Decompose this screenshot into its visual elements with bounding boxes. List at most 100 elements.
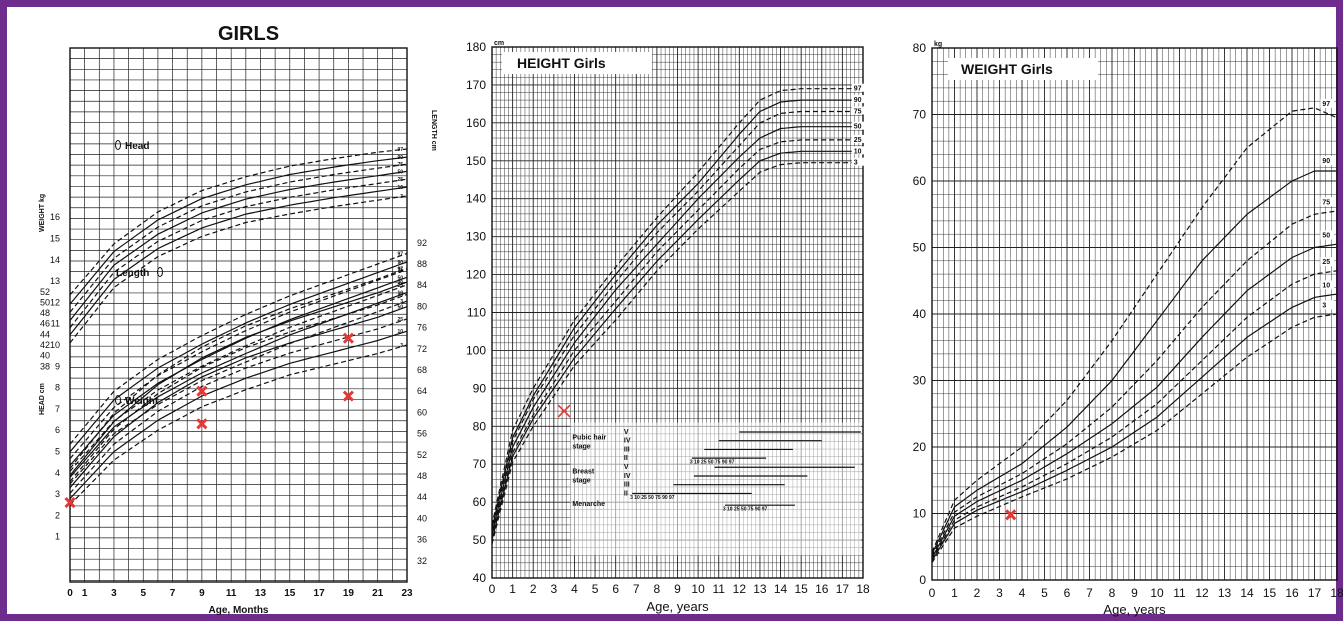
y-tick-label: 80: [913, 41, 927, 55]
head-centile-90: [69, 156, 408, 305]
x-tick-label: 6: [1064, 586, 1071, 600]
length-centile-10: [69, 291, 408, 478]
centile-label: 50: [854, 124, 862, 131]
x-tick-label: 2: [974, 586, 981, 600]
y-tick-label: 100: [466, 343, 486, 357]
y-tick-label: 60: [913, 174, 927, 188]
label-backdrop: [851, 83, 866, 92]
x-tick-label: 23: [401, 588, 413, 599]
weight-scale-tick: 12: [50, 297, 60, 307]
centile-label: 90: [397, 155, 403, 161]
marker-stroke: [342, 390, 354, 402]
y-tick-label: 170: [466, 78, 486, 92]
x-tick-label: 16: [815, 582, 829, 596]
x-tick-label: 8: [654, 582, 661, 596]
chart-title: WEIGHT Girls: [961, 61, 1053, 77]
x-tick-label: 7: [1086, 586, 1093, 600]
centile-label: 97: [397, 266, 403, 272]
table-backdrop: [570, 422, 861, 556]
stage-table: Pubic hairstageBreaststageMenarcheVIVIII…: [570, 422, 861, 556]
y-tick-label: 180: [466, 40, 486, 54]
head-scale-tick: 50: [40, 297, 50, 307]
data-marker: [64, 497, 76, 509]
height-centile-50: [491, 126, 859, 535]
x-tick-label: 9: [199, 588, 205, 599]
length-centile-90: [69, 261, 408, 453]
centile-label: 75: [1322, 199, 1330, 206]
centile-label: 97: [397, 147, 403, 153]
centile-marker-icon: [115, 140, 121, 150]
x-tick-label: 0: [929, 586, 936, 600]
x-tick-label: 3: [111, 588, 117, 599]
weight-curves: 97 90 75 50 25 10 3: [69, 266, 408, 506]
length-scale-tick: 84: [417, 280, 427, 290]
x-tick-label: 5: [592, 582, 599, 596]
centile-label: 90: [397, 280, 403, 286]
weight-centile-97: [931, 107, 1338, 553]
y-tick-label: 150: [466, 154, 486, 168]
centile-label: 25: [397, 317, 403, 323]
stage-numeral: IV: [624, 438, 631, 445]
centile-label: 75: [854, 108, 862, 115]
length-centile-97: [69, 252, 408, 445]
label-backdrop: [851, 95, 866, 104]
x-tick-label: 11: [226, 588, 237, 599]
x-axis-label: Age, years: [1103, 602, 1166, 617]
x-tick-label: 5: [140, 588, 146, 599]
x-tick-label: 2: [530, 582, 537, 596]
weight-centile-25: [931, 270, 1338, 560]
centile-label: 3: [400, 194, 403, 200]
length-scale-tick: 60: [417, 407, 427, 417]
breast-label: Breast: [572, 469, 594, 476]
centile-label: 97: [1322, 101, 1330, 108]
x-tick-label: 11: [1173, 586, 1186, 600]
weight-scale-tick: 2: [55, 510, 60, 520]
x-tick-label: 17: [314, 588, 326, 599]
weight-centile-25: [69, 318, 408, 494]
x-tick-label: 1: [951, 586, 958, 600]
y-tick-label: 130: [466, 230, 486, 244]
x-tick-label: 13: [753, 582, 767, 596]
x-tick-label: 14: [774, 582, 788, 596]
weight-scale-tick: 15: [50, 234, 60, 244]
centile-label: 3: [1322, 302, 1326, 309]
x-tick-label: 18: [856, 582, 870, 596]
data-marker: [557, 404, 571, 418]
length-scale-tick: 48: [417, 471, 427, 481]
label-backdrop: [1320, 98, 1335, 108]
y-tick-label: 50: [473, 533, 487, 547]
menarche-label: Menarche: [572, 501, 605, 508]
weight-centile-90: [69, 281, 408, 476]
x-tick-label: 5: [1041, 586, 1048, 600]
weight-scale-tick: 8: [55, 383, 60, 393]
unit-label: cm: [494, 40, 504, 47]
weight-curves: 97 90 75 50 25 10 3: [931, 98, 1338, 564]
length-centile-25: [69, 284, 408, 472]
y-tick-label: 90: [473, 381, 487, 395]
weight-centile-50: [69, 306, 408, 489]
weight-grid: [931, 47, 1338, 581]
height-curves: 97 90 75 50 25 10 3: [491, 83, 866, 545]
label-backdrop: [851, 121, 866, 130]
weight-markers: [1005, 509, 1017, 521]
unit-label: kg: [934, 41, 942, 48]
marker-stroke: [342, 332, 354, 344]
weight-centile-75: [931, 210, 1338, 557]
head-scale-tick: 46: [40, 319, 50, 329]
centile-marker-icon: [115, 395, 121, 405]
marker-stroke: [1005, 509, 1017, 521]
data-marker: [342, 390, 354, 402]
weight-scale-tick: 5: [55, 447, 60, 457]
length-scale-tick: 64: [417, 386, 427, 396]
label-backdrop: [1320, 156, 1335, 166]
x-tick-label: 14: [1240, 586, 1254, 600]
marker-stroke: [557, 404, 571, 418]
head-scale-tick: 44: [40, 329, 50, 339]
y-tick-label: 80: [473, 419, 487, 433]
weight-scale-tick: 9: [55, 361, 60, 371]
y-tick-label: 0: [919, 573, 926, 587]
label-backdrop: [1320, 257, 1335, 267]
length-axis-label: LENGTH cm: [430, 110, 437, 151]
height-centile-3: [491, 162, 859, 545]
